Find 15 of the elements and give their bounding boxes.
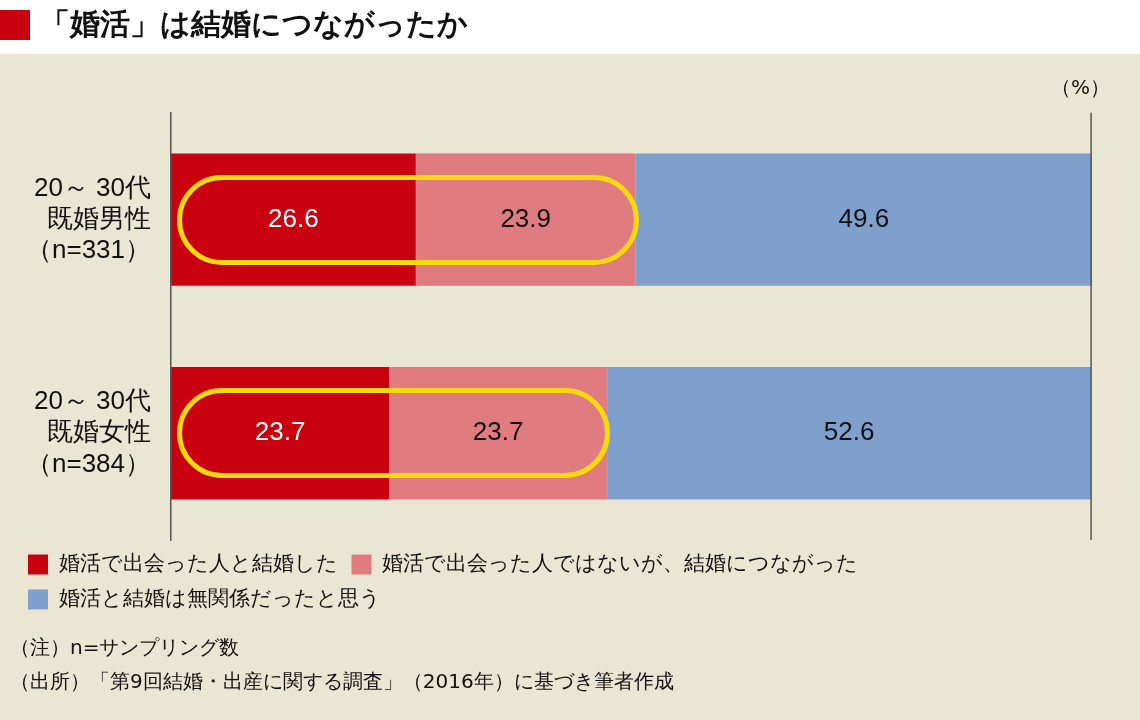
legend-label: 婚活で出会った人ではないが、結婚につながった xyxy=(382,550,858,575)
y-tick-label: 20～ 30代既婚男性（n=331） xyxy=(25,171,152,264)
data-label: 23.9 xyxy=(500,202,552,233)
text: （注）n=サンプリング数 xyxy=(10,634,241,661)
text: （%） xyxy=(1050,74,1110,101)
legend-label: 婚活と結婚は無関係だったと思う xyxy=(58,585,381,610)
text: （出所）「第9回結婚・出産に関する調査」（2016年）に基づき筆者作成 xyxy=(10,668,674,695)
y-tick-label: 20～ 30代既婚女性（n=384） xyxy=(25,385,152,478)
data-label: 49.6 xyxy=(838,202,890,233)
data-label: 26.6 xyxy=(268,202,319,233)
data-label: 52.6 xyxy=(823,416,875,447)
legend-label: 婚活で出会った人と結婚した xyxy=(58,550,338,575)
chart-title: 「婚活」は結婚につながったか xyxy=(40,5,468,43)
data-label: 23.7 xyxy=(472,416,524,447)
data-label: 23.7 xyxy=(254,416,306,447)
